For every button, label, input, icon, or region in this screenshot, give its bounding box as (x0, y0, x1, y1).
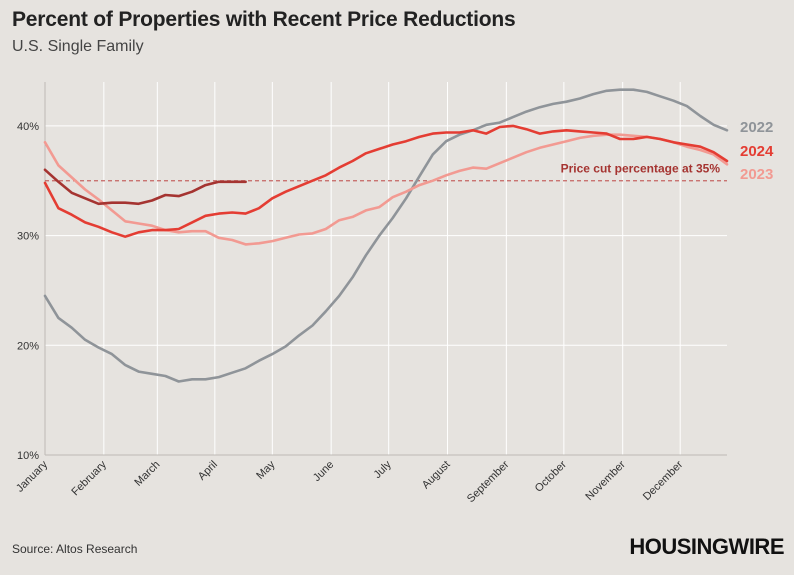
series-label-2024: 2024 (740, 143, 774, 160)
x-tick-label: February (69, 458, 109, 498)
x-tick-label: September (465, 458, 512, 505)
x-tick-label: March (132, 459, 162, 489)
reference-line-group: Price cut percentage at 35% (45, 162, 727, 182)
x-tick-label: July (371, 458, 394, 481)
series-line-2024-to-date- (43, 168, 247, 206)
series-labels: 2022 2024 2023 (740, 119, 774, 183)
page-subtitle: U.S. Single Family (12, 38, 144, 55)
series-line-2022 (43, 88, 729, 383)
y-axis-labels: 10% 20% 30% 40% (17, 121, 39, 462)
brand-logo: HOUSINGWIRE (629, 534, 784, 559)
page-title: Percent of Properties with Recent Price … (12, 8, 516, 31)
series-lines (43, 88, 729, 383)
series-line-2023 (43, 133, 729, 246)
y-tick-label: 20% (17, 340, 39, 352)
x-tick-label: October (533, 458, 569, 494)
series-label-2022: 2022 (740, 119, 773, 136)
x-tick-label: November (583, 458, 628, 503)
x-tick-label: May (254, 458, 278, 482)
x-tick-label: August (420, 459, 453, 492)
x-tick-label: December (641, 458, 686, 503)
source-note: Source: Altos Research (12, 542, 138, 556)
series-label-2023: 2023 (740, 166, 773, 183)
y-tick-label: 30% (17, 231, 39, 243)
y-tick-label: 40% (17, 121, 39, 133)
y-tick-label: 10% (17, 450, 39, 462)
x-tick-label: June (311, 459, 336, 484)
x-axis-labels: January February March April May June July Augu… (14, 458, 686, 505)
x-tick-label: January (14, 458, 51, 495)
reference-line-label: Price cut percentage at 35% (561, 162, 721, 176)
x-tick-label: April (196, 459, 220, 483)
grid (44, 82, 727, 456)
series-line-2024 (43, 124, 729, 238)
